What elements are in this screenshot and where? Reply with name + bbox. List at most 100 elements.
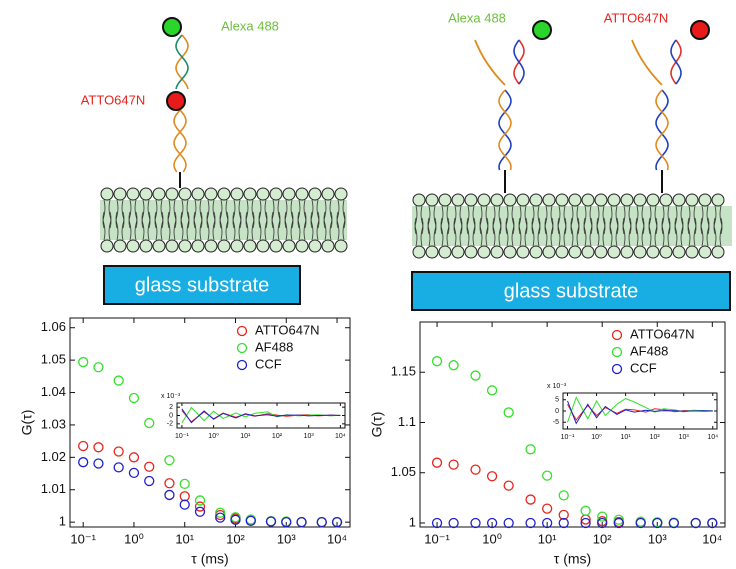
lipid-tail	[557, 205, 567, 235]
y-tick-label: 0	[555, 408, 559, 415]
residual-line	[567, 400, 713, 425]
data-point	[486, 471, 498, 482]
legend-marker	[611, 329, 623, 341]
lipid-head	[334, 239, 348, 253]
data-point	[93, 458, 104, 469]
lipid-head	[672, 193, 686, 207]
data-point	[503, 480, 514, 491]
lipid-tail	[570, 205, 580, 235]
data-point	[668, 517, 679, 529]
lipid-head	[282, 187, 296, 201]
data-point	[580, 517, 591, 529]
x-tick-label: 10⁻¹	[70, 531, 96, 546]
lipid-tail	[115, 199, 125, 229]
lipid-tail	[440, 205, 450, 235]
lipid-head	[230, 187, 244, 201]
lipid-head	[516, 245, 530, 259]
lipid-tail	[245, 199, 255, 229]
y-tick-label: 2	[169, 404, 173, 411]
lipid-tail	[648, 205, 658, 235]
fluorophore	[166, 91, 186, 111]
lipid-head	[139, 239, 153, 253]
lipid-tail	[492, 217, 502, 247]
lipid-tail	[453, 217, 463, 247]
data-point	[144, 461, 155, 472]
lipid-tail	[271, 199, 281, 229]
x-tick-label: 10³	[304, 433, 315, 440]
dna-strand	[655, 89, 669, 171]
data-point	[194, 501, 206, 512]
lipid-tail	[453, 205, 463, 235]
schematic	[100, 17, 732, 259]
lipid-tail	[700, 217, 710, 247]
dna-strand	[173, 109, 187, 173]
legend-label: ATTO647N	[255, 322, 320, 337]
dna-strand	[670, 39, 682, 85]
data-point	[230, 514, 241, 526]
inset-scale-label: x 10⁻³	[161, 393, 181, 400]
lipid-head	[113, 239, 127, 253]
data-point	[215, 507, 226, 518]
fluorophore	[532, 20, 552, 40]
lipid-head	[516, 193, 530, 207]
data-point	[470, 464, 481, 475]
lipid-tail	[713, 217, 723, 247]
lipid-tail	[713, 205, 723, 235]
lipid-tail	[583, 205, 593, 235]
substrate	[411, 271, 731, 311]
lipid-tail	[167, 211, 177, 241]
data-point	[164, 455, 175, 466]
data-point	[144, 475, 155, 487]
membrane-core	[412, 206, 732, 246]
lipid-tail	[336, 211, 346, 241]
lipid-head	[100, 239, 114, 253]
y-tick-label: 1.15	[391, 364, 416, 379]
inset-scale-label: x 10⁻³	[547, 383, 567, 390]
residual-line	[181, 406, 341, 424]
data-point	[470, 517, 481, 529]
legend-label: AF488	[630, 343, 668, 358]
lipid-head	[438, 193, 452, 207]
lipid-tail	[336, 199, 346, 229]
lipid-tail	[414, 217, 424, 247]
lipid-head	[672, 245, 686, 259]
data-point	[448, 517, 459, 529]
x-tick-label: 10¹	[175, 531, 194, 546]
lipid-tail	[154, 199, 164, 229]
lipid-head	[126, 187, 140, 201]
legend-label: CCF	[255, 356, 282, 371]
data-point	[558, 509, 569, 520]
lipid-head	[295, 239, 309, 253]
x-tick-label: 10⁰	[208, 432, 219, 440]
data-point	[194, 506, 206, 517]
lipid-head	[581, 245, 595, 259]
lipid-tail	[700, 205, 710, 235]
lipid-tail	[297, 211, 307, 241]
lipid-head	[594, 193, 608, 207]
lipid-head	[451, 245, 465, 259]
lipid-tail	[427, 205, 437, 235]
data-point	[93, 442, 104, 453]
lipid-tail	[609, 205, 619, 235]
y-tick-label: 1.05	[391, 464, 416, 479]
data-point	[331, 516, 343, 528]
y-tick-label: 1	[409, 514, 416, 529]
dna-strand	[513, 39, 525, 85]
lipid-head	[607, 193, 621, 207]
lipid-head	[464, 245, 478, 259]
data-point	[690, 517, 701, 529]
dna-strand	[655, 89, 669, 171]
lipid-head	[568, 245, 582, 259]
x-axis-label: τ (ms)	[554, 551, 591, 567]
substrate-label: glass substrate	[504, 280, 639, 302]
lipid-tail	[635, 217, 645, 247]
legend-marker	[236, 342, 248, 354]
lipid-tail	[505, 217, 515, 247]
lipid-tail	[154, 211, 164, 241]
lipid-tail	[518, 205, 528, 235]
x-tick-label: 10³	[648, 531, 667, 546]
data-point	[316, 516, 327, 528]
lipid-head	[165, 239, 179, 253]
y-tick-label: 1.04	[41, 384, 66, 399]
lipid-tail	[544, 205, 554, 235]
